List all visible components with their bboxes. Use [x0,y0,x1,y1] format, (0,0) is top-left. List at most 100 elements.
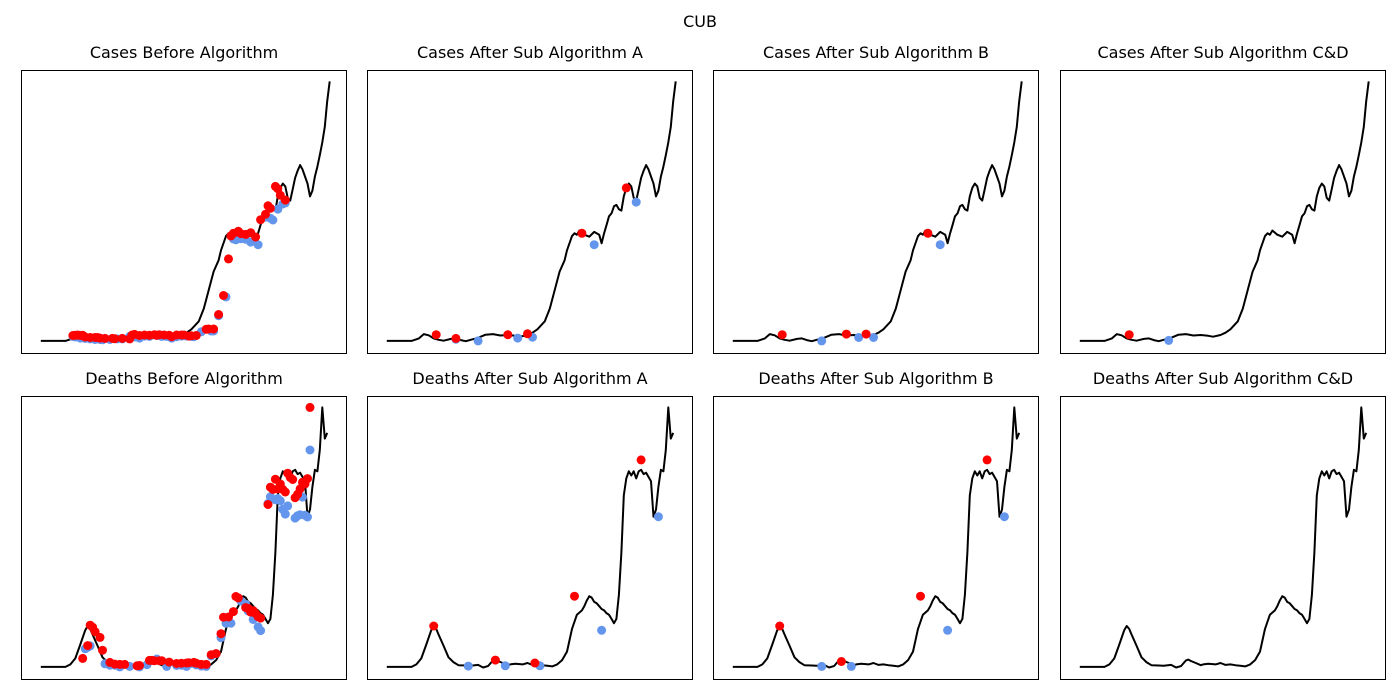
chart-title: Deaths After Sub Algorithm C&D [1092,369,1354,388]
peak-marker [280,195,290,205]
chart-title: Cases Before Algorithm [89,43,279,62]
trough-marker [597,625,607,635]
peak-marker [636,455,646,465]
axes-frame [21,396,347,680]
trough-marker [999,512,1009,522]
series-line [40,406,329,669]
trough-marker [1164,335,1174,345]
peak-marker [157,656,167,666]
series-line [732,406,1021,669]
peak-marker [201,659,211,669]
series-line [1079,406,1368,669]
peak-marker [219,291,228,300]
peak-marker [490,655,500,665]
trough-marker [589,240,599,250]
peak-marker [523,329,532,339]
trough-marker [256,626,266,636]
peak-marker [305,402,315,412]
chart-cases-after-b: Cases After Sub Algorithm B [713,43,1039,354]
trough-marker [280,509,290,519]
plot-area [713,396,1039,680]
chart-deaths-after-cd: Deaths After Sub Algorithm C&D [1060,369,1386,680]
axes-frame [1060,396,1386,680]
peak-marker [451,333,461,343]
peak-marker [95,632,105,642]
peak-marker [120,659,130,669]
plot-area [21,396,347,680]
series-line [732,81,1023,343]
peak-marker [429,621,439,631]
chart-title: Cases After Sub Algorithm B [762,43,990,62]
chart-deaths-after-a: Deaths After Sub Algorithm A [367,369,693,680]
peak-marker [577,228,587,238]
series-line [386,81,677,343]
trough-marker [846,661,856,671]
chart-title: Deaths Before Algorithm [85,369,283,388]
peak-marker [288,475,298,484]
peak-marker [117,333,127,343]
figure-title: CUB [683,12,717,31]
axes-frame [21,70,347,354]
chart-cases-after-cd: Cases After Sub Algorithm C&D [1060,43,1386,354]
plot-area [713,70,1039,354]
peak-marker [214,310,224,319]
peak-marker [775,621,785,631]
peak-marker [861,329,871,339]
peak-marker [228,607,238,617]
peak-marker [303,474,312,484]
trough-marker [653,512,663,522]
peak-marker [110,334,120,344]
peak-marker [78,653,88,663]
plot-area [21,70,347,354]
trough-marker [500,661,510,671]
peak-marker [982,455,992,465]
peak-marker [251,232,261,242]
trough-marker [473,336,483,346]
axes-frame [713,396,1039,680]
peak-marker [777,330,787,340]
series-line [40,81,331,343]
peak-marker [211,649,221,659]
axes-frame [367,70,693,354]
peak-marker [224,254,233,264]
peak-marker [530,658,540,668]
axes-frame [713,70,1039,354]
peak-marker [621,183,631,193]
peak-marker [256,613,266,623]
chart-title: Cases After Sub Algorithm C&D [1097,43,1349,62]
peak-marker [263,500,273,509]
peak-marker [191,331,201,340]
peak-marker [100,333,110,343]
peak-marker [923,228,933,238]
trough-marker [463,661,473,671]
plot-area [367,70,693,354]
axes-frame [1060,70,1386,354]
chart-title: Deaths After Sub Algorithm A [412,369,648,388]
plot-area [367,396,693,680]
peak-marker [916,591,925,601]
peak-marker [164,657,174,667]
peak-marker [570,591,579,601]
peak-marker [135,661,144,670]
trough-marker [869,333,878,342]
trough-marker [275,496,285,506]
trough-marker [283,501,293,511]
trough-marker [817,661,827,671]
peak-marker [265,203,275,213]
chart-cases-before: Cases Before Algorithm [21,43,347,354]
chart-deaths-before: Deaths Before Algorithm [21,369,347,680]
peak-marker [216,629,226,639]
peak-marker [431,330,441,340]
peak-marker [233,593,243,603]
trough-marker [935,240,945,250]
peak-marker [261,209,270,219]
trough-marker [854,333,864,342]
series-line [1079,81,1370,343]
trough-marker [253,240,263,250]
trough-marker [303,512,312,522]
plot-area [1060,396,1386,680]
peak-marker [280,487,290,497]
chart-deaths-after-b: Deaths After Sub Algorithm B [713,369,1039,680]
peak-marker [209,324,219,334]
series-line [386,406,675,669]
